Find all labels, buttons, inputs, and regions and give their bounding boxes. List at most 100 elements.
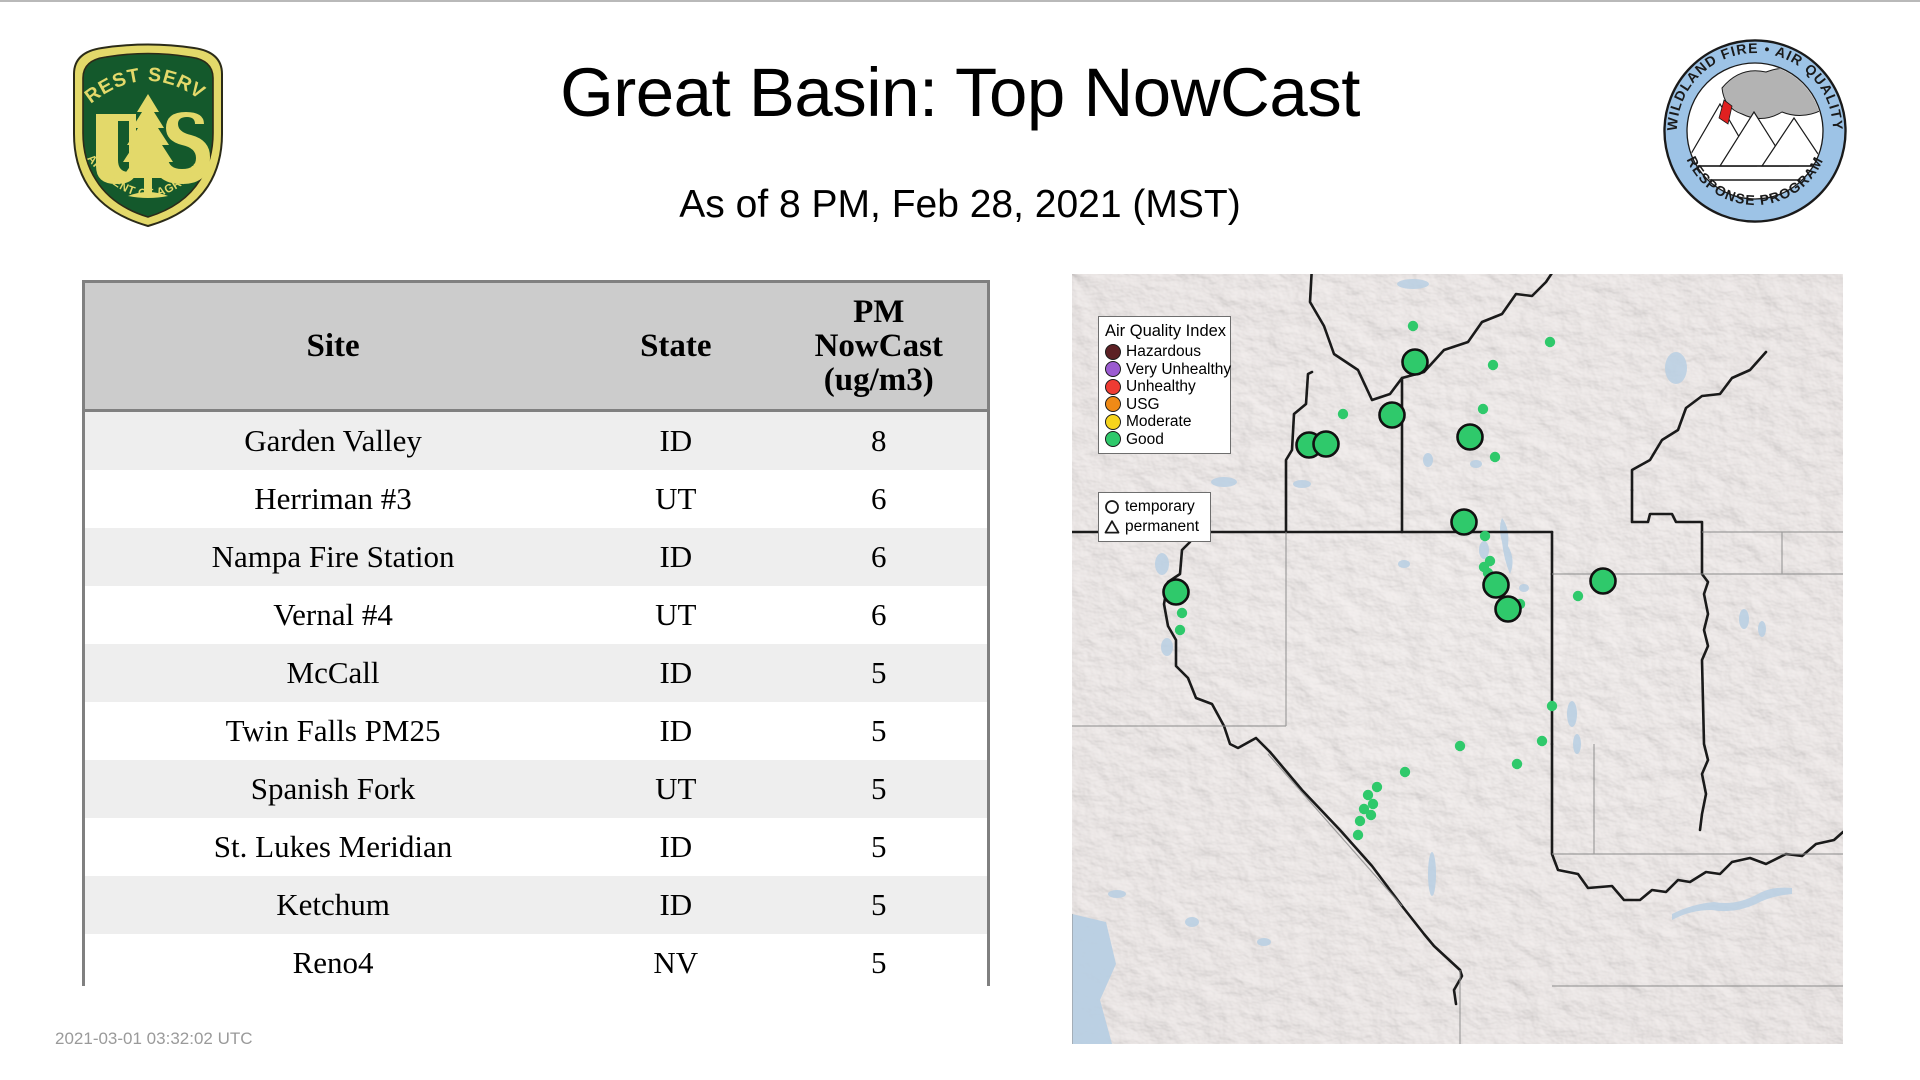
monitor-marker-small[interactable] [1407,320,1419,332]
cell-pm: 5 [770,702,987,760]
aqi-legend-item-usg: USG [1105,396,1223,414]
cell-pm: 8 [770,410,987,470]
monitor-marker-large[interactable] [1401,348,1429,376]
cell-pm: 5 [770,818,987,876]
monitor-marker-small[interactable] [1174,624,1186,636]
cell-state: ID [581,702,771,760]
aqi-swatch-hazardous [1105,343,1121,360]
monitor-marker-small[interactable] [1544,336,1556,348]
monitor-marker-small[interactable] [1479,530,1491,542]
monitor-marker-small[interactable] [1352,829,1364,841]
top-nowcast-table-container: Site State PM NowCast (ug/m3) Garden Val… [82,280,990,992]
monitor-marker-small[interactable] [1399,766,1411,778]
cell-site: Spanish Fork [85,760,582,818]
top-nowcast-table: Site State PM NowCast (ug/m3) Garden Val… [85,283,987,992]
column-header-pm-line3: (ug/m3) [823,362,934,399]
monitor-marker-small[interactable] [1371,781,1383,793]
aqi-legend-item-unhealthy: Unhealthy [1105,378,1223,396]
cell-state: UT [581,470,771,528]
aqi-swatch-usg [1105,396,1121,413]
aqi-legend-item-hazardous: Hazardous [1105,343,1223,361]
column-header-pm-line1: PM [853,293,905,330]
cell-pm: 6 [770,470,987,528]
aqi-label-usg: USG [1126,395,1160,413]
column-header-state: State [581,283,771,412]
cell-site: Herriman #3 [85,470,582,528]
cell-state: ID [581,876,771,934]
aqi-label-unhealthy: Unhealthy [1126,378,1196,395]
cell-pm: 5 [770,644,987,702]
monitor-marker-large[interactable] [1482,571,1510,599]
air-quality-monitor-map[interactable]: Air Quality Index Hazardous Very Unhealt… [1072,274,1843,1044]
table-row: Herriman #3 UT 6 [85,470,987,528]
cell-site: St. Lukes Meridian [85,818,582,876]
table-row: Garden Valley ID 8 [85,410,987,470]
table-row: Twin Falls PM25 ID 5 [85,702,987,760]
generation-timestamp: 2021-03-01 03:32:02 UTC [55,1029,253,1048]
monitor-marker-small[interactable] [1337,408,1349,420]
monitor-marker-small[interactable] [1572,590,1584,602]
table-row: St. Lukes Meridian ID 5 [85,818,987,876]
aqi-legend-item-moderate: Moderate [1105,413,1223,431]
monitor-type-item-temporary: temporary [1104,497,1204,517]
table-header: Site State PM NowCast (ug/m3) [85,283,987,412]
monitor-marker-large[interactable] [1162,578,1190,606]
table-body: Garden Valley ID 8 Herriman #3 UT 6 Namp… [85,410,987,992]
aqi-label-hazardous: Hazardous [1126,343,1201,360]
monitor-marker-large[interactable] [1312,430,1340,458]
cell-site: Twin Falls PM25 [85,702,582,760]
table-row: Reno4 NV 5 [85,934,987,992]
monitor-marker-large[interactable] [1589,567,1617,595]
monitor-marker-small[interactable] [1489,451,1501,463]
monitor-marker-small[interactable] [1536,735,1548,747]
cell-state: ID [581,410,771,470]
aqi-swatch-moderate [1105,413,1121,430]
aqi-swatch-good [1105,431,1121,448]
table-row: McCall ID 5 [85,644,987,702]
triangle-icon [1104,520,1120,534]
monitor-marker-small[interactable] [1354,815,1366,827]
page-title: Great Basin: Top NowCast [560,54,1360,131]
aqi-label-good: Good [1126,430,1164,448]
monitor-marker-small[interactable] [1546,700,1558,712]
cell-pm: 6 [770,528,987,586]
monitor-type-legend: temporary permanent [1098,492,1211,542]
cell-pm: 5 [770,760,987,818]
cell-site: McCall [85,644,582,702]
table-row: Vernal #4 UT 6 [85,586,987,644]
monitor-marker-large[interactable] [1494,595,1522,623]
monitor-type-item-permanent: permanent [1104,517,1204,537]
monitor-marker-large[interactable] [1378,401,1406,429]
column-header-site: Site [85,283,582,412]
column-header-pm-nowcast: PM NowCast (ug/m3) [770,283,987,412]
monitor-marker-small[interactable] [1362,789,1374,801]
cell-state: NV [581,934,771,992]
cell-pm: 5 [770,876,987,934]
aqi-label-moderate: Moderate [1126,413,1192,430]
monitor-type-label-temporary: temporary [1125,498,1195,516]
monitor-marker-small[interactable] [1367,798,1379,810]
cell-pm: 6 [770,586,987,644]
circle-icon [1105,500,1119,514]
monitor-marker-small[interactable] [1477,403,1489,415]
monitor-marker-small[interactable] [1365,809,1377,821]
cell-site: Reno4 [85,934,582,992]
monitor-marker-large[interactable] [1456,423,1484,451]
aqi-legend: Air Quality Index Hazardous Very Unhealt… [1098,316,1231,454]
monitor-marker-large[interactable] [1450,508,1478,536]
monitor-marker-small[interactable] [1176,607,1188,619]
monitor-marker-small[interactable] [1358,803,1370,815]
monitor-marker-small[interactable] [1487,359,1499,371]
cell-site: Nampa Fire Station [85,528,582,586]
monitor-marker-small[interactable] [1454,740,1466,752]
aqi-swatch-unhealthy [1105,378,1121,395]
cell-state: ID [581,528,771,586]
aqi-legend-title: Air Quality Index [1105,322,1227,340]
aqi-swatch-very-unhealthy [1105,361,1121,378]
wildland-fire-air-quality-response-program-logo: WILDLAND FIRE • AIR QUALITY RESPONSE PRO… [1662,38,1848,224]
monitor-marker-small[interactable] [1511,758,1523,770]
monitor-marker-small[interactable] [1478,561,1490,573]
table-row: Nampa Fire Station ID 6 [85,528,987,586]
cell-state: UT [581,760,771,818]
aqi-legend-item-very-unhealthy: Very Unhealthy [1105,361,1231,379]
